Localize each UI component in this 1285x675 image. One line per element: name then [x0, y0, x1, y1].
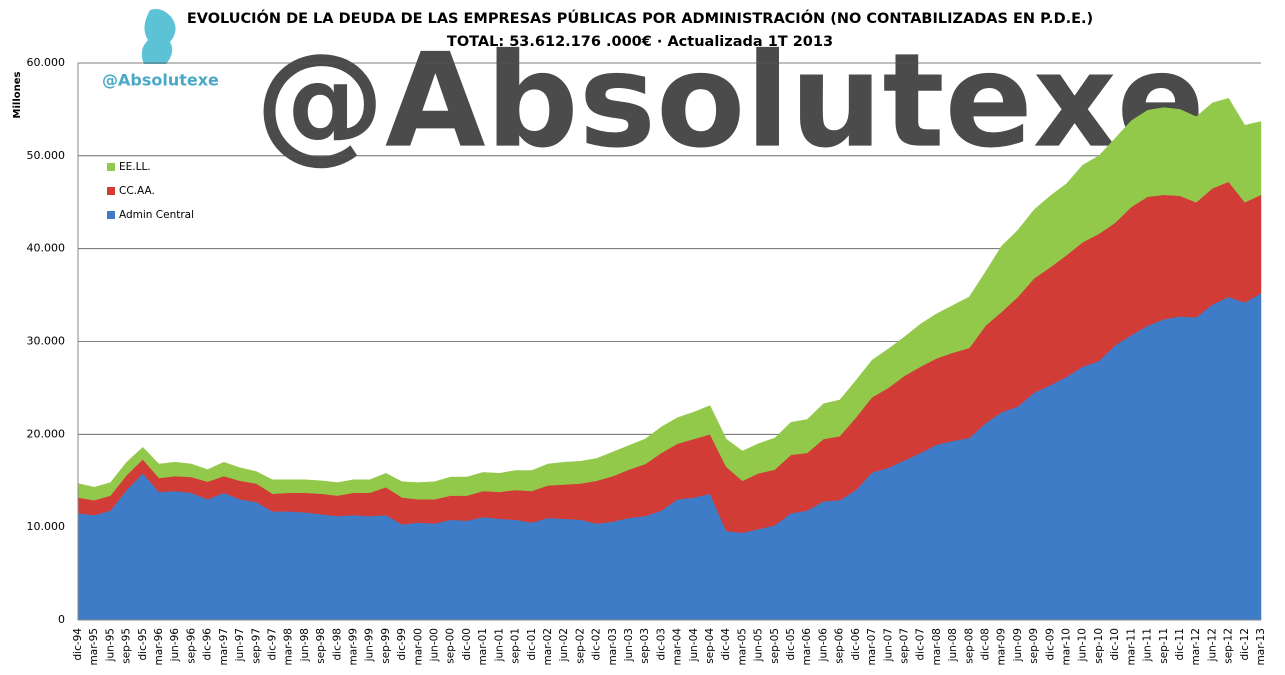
legend-swatch [107, 187, 115, 195]
brand: @Absolutexe [102, 71, 219, 90]
x-tick-label: jun-98 [299, 628, 311, 662]
legend-label: CC.AA. [119, 185, 155, 197]
x-tick-label: mar-04 [672, 628, 684, 666]
x-tick-label: jun-11 [1142, 628, 1154, 662]
x-tick-label: sep-08 [963, 628, 975, 664]
x-tick-label: mar-03 [607, 628, 619, 665]
x-tick-label: mar-09 [996, 628, 1008, 665]
x-tick-label: mar-06 [801, 628, 813, 666]
x-tick-label: dic-95 [137, 628, 149, 661]
x-tick-label: jun-06 [817, 628, 829, 663]
x-tick-label: jun-05 [753, 628, 765, 662]
y-tick-label: 50.000 [27, 149, 66, 162]
x-tick-label: sep-06 [834, 628, 846, 664]
x-tick-label: sep-10 [1093, 628, 1105, 664]
x-tick-label: mar-08 [931, 628, 943, 665]
x-tick-label: mar-00 [412, 628, 424, 665]
x-tick-label: jun-10 [1077, 628, 1089, 662]
watermark: @Absolutexe [255, 25, 1205, 177]
x-tick-label: mar-96 [153, 628, 165, 666]
x-tick-label: mar-01 [477, 628, 489, 665]
y-tick-label: 20.000 [27, 427, 66, 440]
x-tick-label: dic-11 [1174, 628, 1186, 661]
x-tick-label: sep-11 [1158, 628, 1170, 664]
legend-label: EE.LL. [119, 161, 151, 173]
chart-subtitle: TOTAL: 53.612.176 .000€ · Actualizada 1T… [447, 34, 833, 50]
x-tick-label: mar-97 [218, 628, 230, 665]
x-tick-label: dic-99 [396, 628, 408, 661]
x-tick-label: jun-95 [104, 628, 116, 662]
x-tick-label: dic-00 [461, 628, 473, 661]
x-tick-label: mar-98 [283, 628, 295, 665]
x-tick-label: sep-96 [185, 628, 197, 664]
x-tick-label: jun-97 [234, 628, 246, 662]
x-tick-label: mar-11 [1125, 628, 1137, 665]
x-tick-label: jun-12 [1206, 628, 1218, 662]
x-tick-label: sep-97 [250, 628, 262, 664]
x-tick-label: dic-03 [655, 628, 667, 661]
x-tick-label: jun-02 [558, 628, 570, 662]
x-tick-label: dic-94 [72, 628, 84, 661]
x-tick-label: sep-95 [121, 628, 133, 664]
x-tick-label: dic-05 [785, 628, 797, 661]
x-tick-label: mar-95 [88, 628, 100, 665]
x-tick-label: dic-97 [266, 628, 278, 661]
y-tick-label: 10.000 [27, 520, 66, 533]
x-tick-label: sep-00 [445, 628, 457, 664]
legend-swatch [107, 211, 115, 219]
x-tick-label: sep-01 [510, 628, 522, 664]
x-tick-label: sep-05 [769, 628, 781, 664]
x-tick-label: sep-03 [639, 628, 651, 664]
area [77, 98, 1262, 501]
x-tick-label: dic-12 [1239, 628, 1251, 661]
x-tick-label: jun-01 [493, 628, 505, 662]
x-tick-label: sep-12 [1223, 628, 1235, 664]
y-tick-label: 40.000 [27, 242, 66, 255]
y-tick-label: 60.000 [27, 56, 66, 69]
x-tick-label: mar-07 [866, 628, 878, 665]
legend-swatch [107, 163, 115, 171]
x-tick-label: mar-99 [347, 628, 359, 665]
x-tick-label: mar-13 [1255, 628, 1267, 665]
x-tick-label: dic-02 [591, 628, 603, 661]
x-tick-label: sep-98 [315, 628, 327, 664]
x-tick-label: dic-01 [526, 628, 538, 661]
x-tick-label: jun-08 [947, 628, 959, 662]
x-tick-label: jun-03 [623, 628, 635, 662]
x-tick-label: mar-05 [736, 628, 748, 665]
x-tick-label: sep-07 [898, 628, 910, 664]
y-axis-label: Millones [12, 71, 23, 118]
x-tick-label: dic-08 [980, 628, 992, 661]
x-tick-label: mar-12 [1190, 628, 1202, 665]
x-tick-label: dic-07 [915, 628, 927, 661]
x-tick-label: jun-07 [882, 628, 894, 662]
x-tick-label: sep-99 [380, 628, 392, 664]
x-tick-label: jun-96 [169, 628, 181, 663]
chart-title: EVOLUCIÓN DE LA DEUDA DE LAS EMPRESAS PÚ… [187, 9, 1093, 27]
x-tick-label: jun-09 [1012, 628, 1024, 662]
x-tick-label: dic-06 [850, 628, 862, 661]
x-tick-label: dic-10 [1109, 628, 1121, 661]
x-tick-label: dic-04 [720, 628, 732, 661]
y-tick-label: 30.000 [27, 335, 66, 348]
x-tick-label: dic-96 [202, 628, 214, 661]
x-tick-label: sep-02 [574, 628, 586, 664]
legend-label: Admin Central [119, 209, 194, 221]
x-tick-label: jun-00 [429, 628, 441, 662]
x-tick-label: jun-04 [688, 628, 700, 663]
x-tick-label: mar-10 [1061, 628, 1073, 665]
y-tick-label: 0 [58, 613, 65, 626]
x-tick-label: sep-09 [1028, 628, 1040, 664]
logo [141, 9, 176, 64]
x-tick-label: sep-04 [704, 628, 716, 664]
x-tick-label: dic-98 [331, 628, 343, 661]
x-tick-label: mar-02 [542, 628, 554, 665]
x-tick-label: dic-09 [1044, 628, 1056, 661]
x-tick-label: jun-99 [364, 628, 376, 662]
